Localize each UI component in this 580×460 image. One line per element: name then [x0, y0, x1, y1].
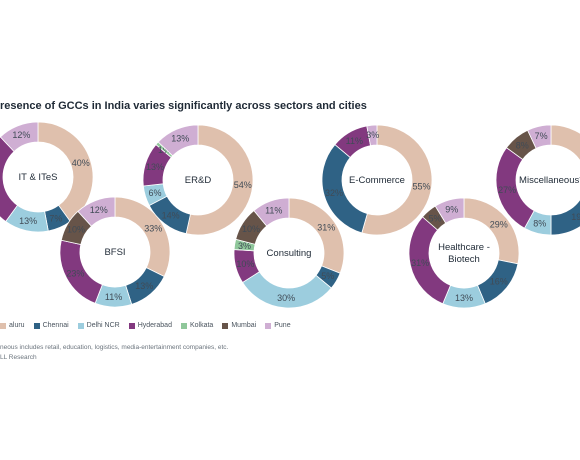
- donut-center-label: Miscellaneous*: [519, 175, 580, 186]
- data-label-healthcare-biotech-hyderabad: 31%: [411, 258, 429, 268]
- legend-label: Mumbai: [231, 322, 257, 329]
- legend-swatch: [180, 322, 187, 329]
- data-label-it-ites-bengaluru: 40%: [72, 158, 90, 168]
- data-label-miscellaneous-hyderabad: 27%: [498, 185, 516, 195]
- donut-center-label: Consulting: [267, 248, 312, 259]
- donut-bfsi: 33% 13% 11% 23% 10% 12% BFSI: [59, 196, 171, 308]
- donut-center-label: BFSI: [104, 247, 125, 258]
- legend-item-pune: Pune: [265, 322, 291, 329]
- slice-e-commerce-pune: [366, 124, 378, 147]
- data-label-healthcare-biotech-bengaluru: 29%: [490, 219, 508, 229]
- slice-healthcare-biotech-pune: [434, 197, 465, 224]
- donut-healthcare-biotech: 29% 16% 13% 31% 5% 9% Healthcare -Biotech: [408, 197, 520, 309]
- data-label-healthcare-biotech-mumbai: 5%: [428, 214, 441, 224]
- legend-label: Chennai: [42, 322, 69, 329]
- data-label-er-d-pune: 13%: [171, 134, 189, 144]
- legend-label: aluru: [9, 322, 25, 329]
- legend-label: Kolkata: [189, 322, 214, 329]
- data-label-er-d-bengaluru: 54%: [234, 180, 252, 190]
- slice-miscellaneous-pune: [527, 124, 552, 149]
- legend-item-bengaluru: aluru: [0, 322, 25, 329]
- data-label-bfsi-hyderabad: 23%: [66, 268, 84, 278]
- source-note: LL Research: [0, 354, 37, 361]
- legend-swatch: [77, 322, 84, 329]
- legend-swatch: [33, 322, 40, 329]
- donut-center-label: IT & ITeS: [19, 172, 58, 183]
- data-label-consulting-kolkata: 3%: [238, 241, 251, 251]
- legend-label: Pune: [274, 322, 291, 329]
- legend-item-chennai: Chennai: [33, 322, 69, 329]
- data-label-consulting-bengaluru: 31%: [317, 223, 335, 233]
- legend-item-kolkata: Kolkata: [180, 322, 214, 329]
- data-label-er-d-chennai: 14%: [162, 211, 180, 221]
- legend: aluru Chennai Delhi NCR Hyderabad Kolkata Mum…: [0, 322, 291, 329]
- data-label-consulting-mumbai: 10%: [242, 224, 260, 234]
- footnote: neous includes retail, education, logist…: [0, 344, 229, 351]
- data-label-consulting-chennai: 5%: [321, 271, 334, 281]
- data-label-consulting-pune: 11%: [265, 206, 282, 216]
- data-label-miscellaneous-chennai: 19: [571, 212, 580, 222]
- data-label-er-d-delhi-ncr: 6%: [148, 188, 161, 198]
- donut-consulting: 31% 5% 30% 10% 3% 10% 11% Consulting: [233, 197, 345, 309]
- data-label-bfsi-delhi-ncr: 11%: [105, 292, 122, 302]
- data-label-miscellaneous-pune: 7%: [535, 131, 548, 141]
- data-label-it-ites-delhi-ncr: 13%: [19, 216, 37, 226]
- legend-item-hyderabad: Hyderabad: [128, 322, 172, 329]
- data-label-it-ites-pune: 12%: [12, 130, 30, 140]
- data-label-e-commerce-pune: 3%: [366, 130, 379, 140]
- slice-er-d-bengaluru: [185, 124, 254, 236]
- slice-bfsi-pune: [77, 196, 116, 227]
- data-label-e-commerce-bengaluru: 55%: [413, 181, 431, 191]
- donut-it-ites: 40% 7% 13% 12% IT & ITeS: [0, 121, 94, 233]
- donut-e-commerce: 55% 32% 11%3% E-Commerce: [321, 124, 433, 236]
- legend-label: Hyderabad: [137, 322, 172, 329]
- slice-er-d-pune: [157, 124, 199, 157]
- data-label-e-commerce-hyderabad: 11%: [346, 136, 363, 146]
- legend-label: Delhi NCR: [86, 322, 120, 329]
- donut-er-d: 54%14%6%13%1%13%ER&D: [142, 124, 254, 236]
- donut-center-label: Healthcare -Biotech: [438, 242, 490, 265]
- data-label-it-ites-chennai: 7%: [49, 213, 62, 223]
- legend-item-mumbai: Mumbai: [222, 322, 256, 329]
- legend-item-delhi-ncr: Delhi NCR: [77, 322, 120, 329]
- slice-consulting-pune: [253, 197, 290, 227]
- legend-swatch: [128, 322, 135, 329]
- data-label-healthcare-biotech-delhi-ncr: 13%: [455, 293, 473, 303]
- donut-center-label: E-Commerce: [349, 175, 405, 186]
- legend-swatch: [265, 322, 272, 329]
- donut-miscellaneous: 19 8% 27% 8% 7% Miscellaneous*: [495, 124, 580, 236]
- data-label-miscellaneous-delhi-ncr: 8%: [533, 219, 546, 229]
- legend-swatch: [222, 322, 229, 329]
- data-label-er-d-hyderabad: 13%: [146, 162, 164, 172]
- data-label-consulting-hyderabad: 10%: [236, 259, 254, 269]
- data-label-consulting-delhi-ncr: 30%: [277, 293, 295, 303]
- data-label-miscellaneous-mumbai: 8%: [516, 140, 529, 150]
- data-label-er-d-kolkata: 1%: [158, 145, 171, 155]
- slice-miscellaneous-bengaluru: [550, 124, 580, 162]
- legend-swatch: [0, 322, 6, 329]
- data-label-healthcare-biotech-chennai: 16%: [490, 277, 508, 287]
- slice-it-ites-pune: [0, 121, 39, 153]
- data-label-bfsi-pune: 12%: [90, 205, 108, 215]
- data-label-bfsi-bengaluru: 33%: [144, 223, 162, 233]
- data-label-healthcare-biotech-pune: 9%: [445, 205, 458, 215]
- chart-title: resence of GCCs in India varies signific…: [0, 100, 367, 112]
- data-label-bfsi-mumbai: 10%: [67, 225, 85, 235]
- data-label-e-commerce-chennai: 32%: [325, 188, 343, 198]
- slice-e-commerce-bengaluru: [361, 124, 433, 236]
- data-label-bfsi-chennai: 13%: [135, 281, 153, 291]
- donut-center-label: ER&D: [185, 175, 212, 186]
